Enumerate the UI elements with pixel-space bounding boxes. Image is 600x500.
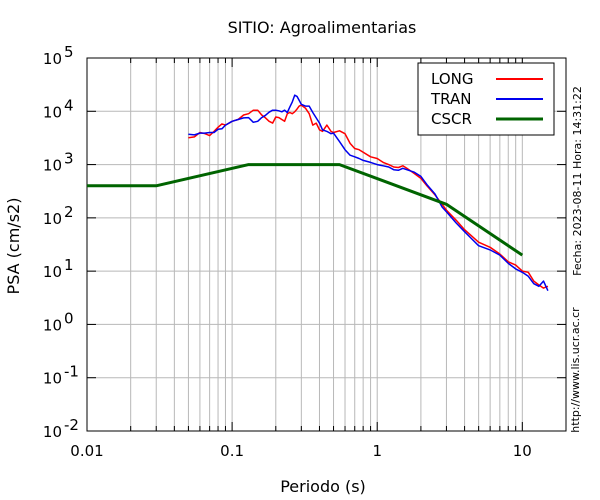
plot-frame <box>86 57 567 432</box>
grid <box>86 57 567 432</box>
y-tick-exponent: 3 <box>64 150 74 168</box>
y-tick-exponent: -1 <box>64 363 79 381</box>
y-tick-exponent: 0 <box>64 309 74 327</box>
datetime-stamp: Fecha: 2023-08-11 Hora: 14:31:22 <box>571 86 584 276</box>
y-axis-label: PSA (cm/s2) <box>4 198 23 295</box>
y-tick-label: 10 <box>43 157 62 175</box>
x-tick-label: 10 <box>513 442 532 460</box>
series-line-long <box>188 104 549 289</box>
x-tick-label: 1 <box>372 442 382 460</box>
series-lines <box>87 94 549 292</box>
y-tick-exponent: -2 <box>64 416 79 434</box>
y-tick-label: 10 <box>43 370 62 388</box>
series-line-cscr <box>87 163 524 257</box>
legend-label-cscr: CSCR <box>431 110 472 128</box>
source-url: http://www.lis.ucr.ac.cr <box>569 307 582 433</box>
y-tick-label: 10 <box>43 103 62 121</box>
y-tick-label: 10 <box>43 210 62 228</box>
y-tick-label: 10 <box>43 423 62 441</box>
y-tick-exponent: 5 <box>64 43 74 61</box>
x-axis-label: Periodo (s) <box>280 477 366 496</box>
series-line-tran <box>188 94 549 292</box>
x-tick-label: 0.01 <box>70 442 103 460</box>
y-tick-label: 10 <box>43 263 62 281</box>
legend: LONG TRAN CSCR <box>417 62 555 136</box>
y-tick-label: 10 <box>43 316 62 334</box>
y-tick-exponent: 2 <box>64 203 74 221</box>
y-tick-exponent: 4 <box>64 96 74 114</box>
chart-title: SITIO: Agroalimentarias <box>228 18 417 37</box>
x-tick-label: 0.1 <box>220 442 244 460</box>
y-tick-exponent: 1 <box>64 256 74 274</box>
y-tick-label: 10 <box>43 50 62 68</box>
legend-label-tran: TRAN <box>430 90 471 108</box>
legend-label-long: LONG <box>431 70 473 88</box>
